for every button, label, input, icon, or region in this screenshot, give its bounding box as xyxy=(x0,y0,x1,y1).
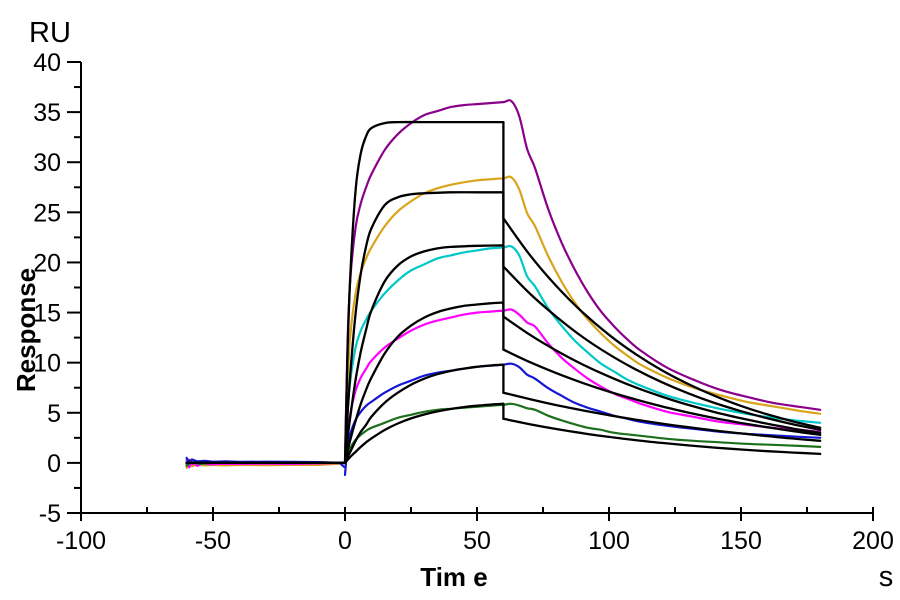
y-tick-label: 15 xyxy=(33,300,61,328)
y-axis-unit-label: RU xyxy=(29,17,71,49)
x-tick-label: 150 xyxy=(720,527,762,555)
curves xyxy=(185,99,822,476)
x-axis-unit-label: s xyxy=(879,561,894,593)
fit-6-segment-1 xyxy=(343,402,505,465)
x-tick-label: 100 xyxy=(588,527,630,555)
measured-2-segment-1 xyxy=(343,175,822,464)
fit-2-segment-1 xyxy=(343,191,505,465)
fit-5-segment-1 xyxy=(343,363,505,465)
y-tick-label: 0 xyxy=(47,450,61,478)
measured-5-segment-1 xyxy=(343,362,822,476)
y-tick-label: -5 xyxy=(39,500,61,528)
x-tick-label: -50 xyxy=(195,527,231,555)
fit-5-segment-3 xyxy=(502,391,822,442)
y-tick-label: 40 xyxy=(33,49,61,77)
x-tick-label: 50 xyxy=(463,527,491,555)
measured-6-segment-1 xyxy=(343,402,822,464)
fit-1-segment-3 xyxy=(502,217,822,429)
fit-3-segment-3 xyxy=(502,315,822,434)
x-tick-label: 200 xyxy=(852,527,894,555)
y-tick-label: 10 xyxy=(33,350,61,378)
fit-4-segment-1 xyxy=(343,301,505,465)
x-tick-label: -100 xyxy=(56,527,106,555)
y-tick-label: 30 xyxy=(33,149,61,177)
y-tick-label: 25 xyxy=(33,199,61,227)
measured-1-segment-1 xyxy=(343,99,822,464)
fit-4-segment-3 xyxy=(502,348,822,436)
y-tick-label: 20 xyxy=(33,249,61,277)
fit-3-segment-1 xyxy=(343,244,505,465)
x-tick-label: 0 xyxy=(338,527,352,555)
measured-3-segment-1 xyxy=(343,244,822,464)
y-axis-title: Response xyxy=(11,268,41,392)
x-axis-title: Tim e xyxy=(420,562,487,592)
fit-6-segment-3 xyxy=(502,417,822,456)
y-tick-label: 35 xyxy=(33,99,61,127)
fit-1-segment-1 xyxy=(343,120,505,465)
fit-2-segment-3 xyxy=(502,265,822,431)
y-tick-label: 5 xyxy=(47,400,61,428)
measured-4-segment-1 xyxy=(343,308,822,464)
